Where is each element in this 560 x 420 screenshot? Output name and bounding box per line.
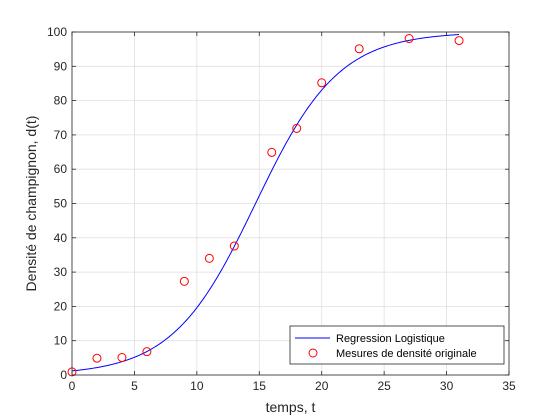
- x-tick-label: 15: [253, 379, 267, 393]
- legend-entry-regression: Regression Logistique: [336, 333, 445, 345]
- legend-box: [289, 325, 505, 365]
- measurement-point: [204, 253, 214, 263]
- measurement-point: [317, 78, 327, 88]
- y-tick-label: 80: [54, 94, 68, 108]
- y-tick-label: 10: [54, 334, 68, 348]
- y-tick-label: 0: [60, 368, 67, 382]
- regression-line: [71, 34, 460, 372]
- series-layer: [67, 34, 464, 377]
- measurement-point: [267, 147, 277, 157]
- measurement-point: [142, 347, 152, 357]
- x-tick-label: 10: [190, 379, 204, 393]
- x-tick-label: 25: [377, 379, 391, 393]
- y-tick-label: 20: [54, 299, 68, 313]
- x-tick-label: 0: [69, 379, 76, 393]
- y-tick-label: 60: [54, 162, 68, 176]
- y-tick-label: 40: [54, 231, 68, 245]
- x-tick-label: 5: [131, 379, 138, 393]
- ticks: 0 5 10 15 20 25 30 35 0 10 20 30 40 50 60 70 80 90 100: [47, 25, 516, 393]
- y-tick-label: 90: [54, 59, 68, 73]
- y-tick-label: 70: [54, 128, 68, 142]
- x-tick-label: 35: [502, 379, 516, 393]
- measurement-point: [117, 353, 127, 363]
- y-tick-label: 30: [54, 265, 68, 279]
- measurement-point: [454, 36, 464, 46]
- measurement-point: [92, 353, 102, 363]
- measurement-point: [404, 34, 414, 44]
- x-axis-label: temps, t: [266, 399, 316, 415]
- y-tick-label: 50: [54, 197, 68, 211]
- legend-marker-swatch: [308, 348, 318, 358]
- measurement-point: [354, 44, 364, 54]
- measurement-point: [229, 241, 239, 251]
- y-axis-label: Densité de champignon, d(t): [23, 116, 39, 292]
- legend: Regression Logistique Mesures de densité…: [289, 325, 505, 365]
- y-tick-label: 100: [47, 25, 67, 39]
- measurement-point: [292, 123, 302, 133]
- x-tick-label: 30: [440, 379, 454, 393]
- x-tick-label: 20: [315, 379, 329, 393]
- measurement-point: [179, 276, 189, 286]
- legend-entry-measures: Mesures de densité originale: [336, 348, 477, 360]
